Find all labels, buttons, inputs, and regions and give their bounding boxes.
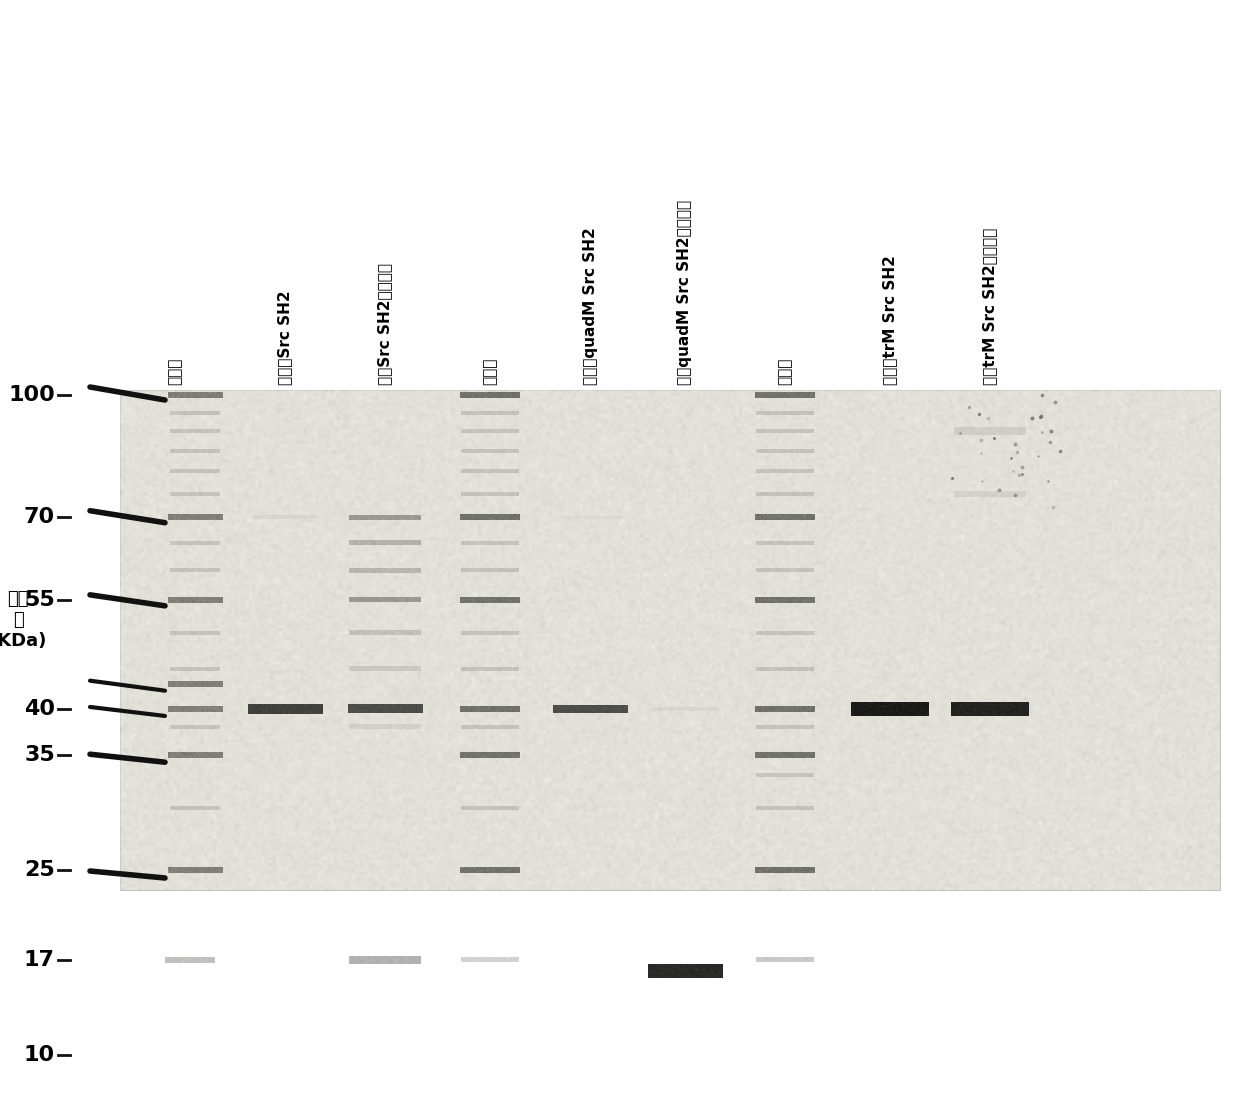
- Text: 55: 55: [25, 590, 55, 610]
- Text: 25: 25: [25, 860, 55, 880]
- Text: 纯化的quadM Src SH2: 纯化的quadM Src SH2: [583, 227, 598, 385]
- Text: 纯化的Src SH2: 纯化的Src SH2: [278, 291, 293, 385]
- Text: 纯化的trM Src SH2: 纯化的trM Src SH2: [883, 255, 898, 385]
- Text: 分子
量
(KDa): 分子 量 (KDa): [0, 590, 47, 650]
- Bar: [120, 390, 1220, 890]
- Text: 具有Src SH2的裂解物: 具有Src SH2的裂解物: [377, 263, 393, 385]
- Text: 100: 100: [9, 385, 55, 406]
- Text: 标志物: 标志物: [777, 357, 792, 385]
- Text: 35: 35: [25, 744, 55, 765]
- Text: 10: 10: [24, 1045, 55, 1065]
- Text: 具有trM Src SH2的裂解物: 具有trM Src SH2的裂解物: [982, 227, 997, 385]
- Text: 17: 17: [24, 950, 55, 969]
- Text: 标志物: 标志物: [167, 357, 182, 385]
- Text: 标志物: 标志物: [482, 357, 497, 385]
- Text: 40: 40: [24, 698, 55, 719]
- Text: 具有quadM Src SH2的裂解物: 具有quadM Src SH2的裂解物: [677, 200, 692, 385]
- Text: 70: 70: [24, 507, 55, 527]
